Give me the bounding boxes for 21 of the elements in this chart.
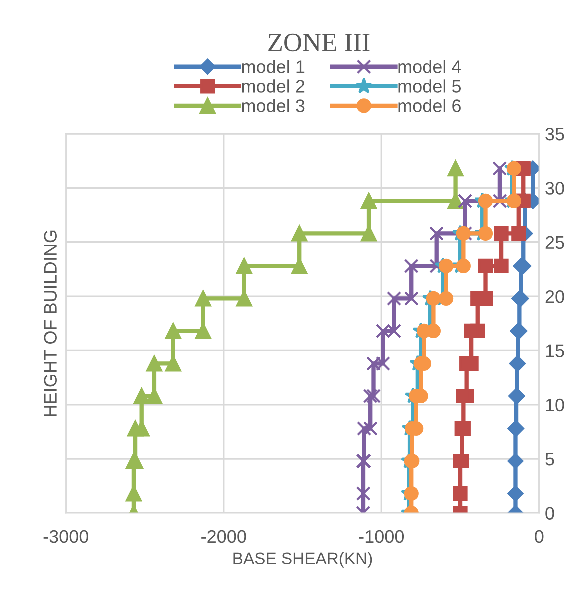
legend-label: model 1: [242, 60, 305, 74]
y-tick-label: 25: [546, 236, 564, 250]
y-tick-label: 15: [546, 344, 564, 358]
y-tick-label: 20: [546, 290, 564, 304]
y-tick-label: 5: [546, 453, 554, 466]
legend-label: model 2: [242, 80, 305, 93]
legend-label: model 3: [242, 99, 305, 112]
y-tick-label: 0: [546, 507, 554, 520]
legend-label: model 6: [398, 99, 461, 112]
y-tick-label: 30: [546, 182, 564, 195]
legend-label: model 4: [398, 60, 462, 74]
x-tick-label: 0: [535, 530, 544, 544]
x-tick-label: -1000: [359, 530, 404, 544]
x-axis-title: BASE SHEAR(KN): [234, 552, 372, 568]
y-tick-label: 35: [546, 128, 564, 141]
y-tick-label: 10: [546, 398, 564, 412]
x-tick-label: -3000: [44, 530, 89, 544]
chart-title: ZONE III: [268, 34, 370, 52]
legend-label: model 5: [398, 80, 462, 93]
x-tick-label: -2000: [202, 530, 246, 544]
y-axis-title: HEIGHT OF BUILDING: [44, 230, 57, 416]
